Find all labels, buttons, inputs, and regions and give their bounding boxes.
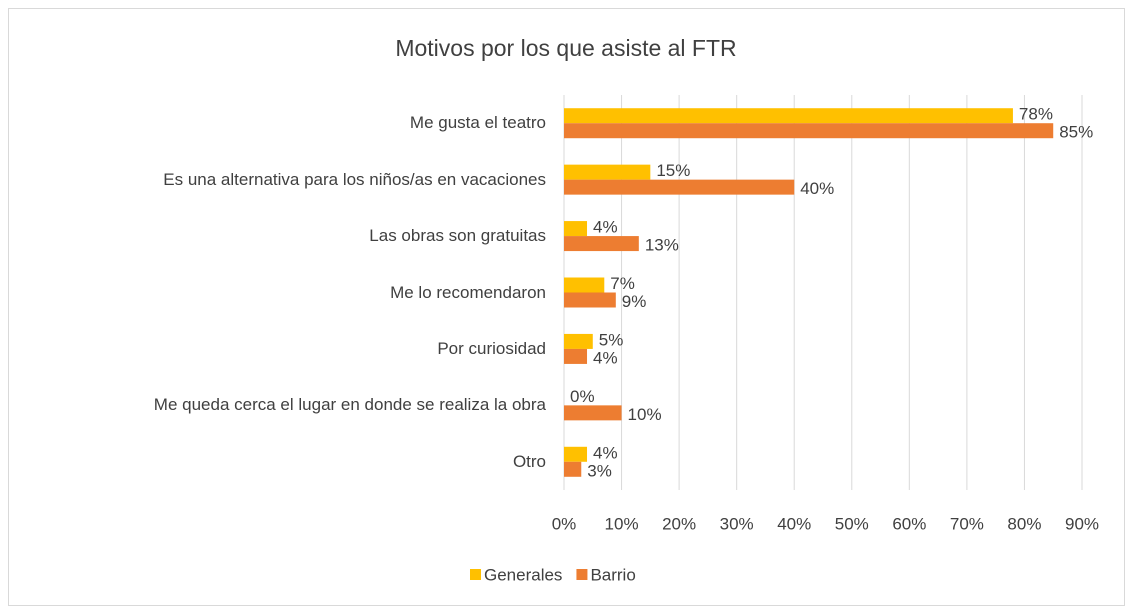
x-tick-label: 10% [605, 514, 639, 533]
data-label: 40% [800, 179, 834, 198]
legend-swatch [576, 569, 588, 580]
data-label: 7% [610, 274, 635, 293]
legend-label: Barrio [590, 565, 635, 584]
x-tick-label: 80% [1007, 514, 1041, 533]
bar [564, 461, 582, 477]
data-label: 78% [1019, 105, 1053, 124]
x-tick-label: 50% [835, 514, 869, 533]
category-label: Me queda cerca el lugar en donde se real… [153, 395, 546, 415]
bar [564, 348, 588, 364]
bar [564, 405, 622, 421]
x-tick-label: 0% [552, 514, 577, 533]
bar [564, 446, 588, 462]
data-label: 4% [593, 443, 618, 462]
category-label: Las obras son gratuitas [369, 226, 546, 246]
data-label: 13% [645, 236, 679, 255]
bar [564, 277, 605, 293]
bar [564, 221, 588, 237]
category-label: Me gusta el teatro [409, 113, 546, 133]
category-label: Es una alternativa para los niños/as en … [163, 169, 546, 189]
category-label: Me lo recomendaron [390, 282, 546, 302]
data-label: 4% [593, 218, 618, 237]
data-label: 5% [599, 330, 624, 349]
data-label: 15% [656, 161, 690, 180]
x-tick-label: 20% [662, 514, 696, 533]
x-tick-label: 30% [720, 514, 754, 533]
category-label: Otro [512, 451, 546, 471]
data-label: 3% [587, 461, 612, 480]
x-tick-label: 40% [777, 514, 811, 533]
bar [564, 108, 1013, 124]
bar [564, 179, 795, 195]
category-label: Por curiosidad [437, 338, 546, 358]
bar [564, 123, 1054, 139]
data-label: 85% [1059, 123, 1093, 142]
data-label: 4% [593, 348, 618, 367]
data-label: 9% [622, 292, 647, 311]
bar [564, 236, 639, 252]
data-label: 0% [570, 387, 595, 406]
legend-label: Generales [484, 565, 562, 584]
bar [564, 164, 651, 180]
x-tick-label: 70% [950, 514, 984, 533]
bar [564, 292, 616, 308]
chart-title: Motivos por los que asiste al FTR [395, 35, 736, 61]
x-tick-label: 90% [1065, 514, 1099, 533]
x-tick-label: 60% [892, 514, 926, 533]
bar [564, 333, 593, 349]
data-label: 10% [628, 405, 662, 424]
legend-swatch [470, 569, 481, 580]
